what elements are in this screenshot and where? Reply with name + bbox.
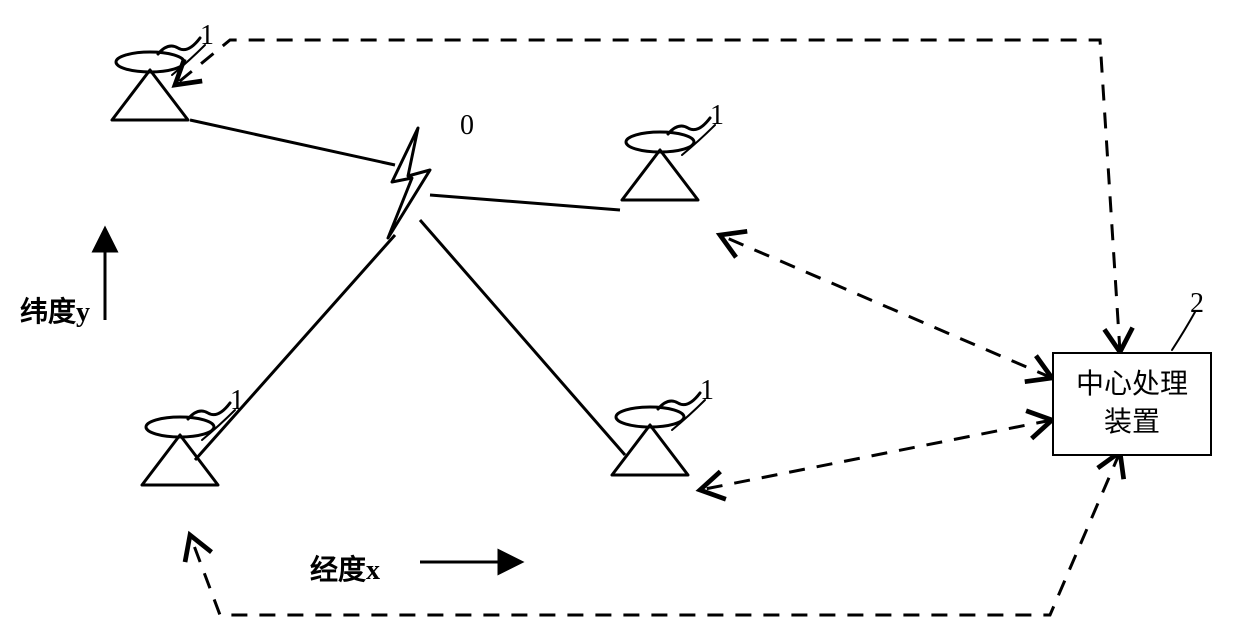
station-icon [142, 403, 230, 485]
lightning-group [388, 128, 430, 238]
station-3-label: 1 [230, 385, 244, 417]
lightning-icon [388, 128, 430, 238]
solid-edge [420, 220, 625, 455]
solid-edge [195, 235, 395, 460]
lightning-label: 0 [460, 110, 474, 142]
station-icon [622, 118, 710, 200]
station-4-label: 1 [700, 375, 714, 407]
station-icon [612, 393, 700, 475]
dashed-edges-group [175, 40, 1120, 615]
solid-edge [190, 120, 395, 165]
center-box-leader-label: 2 [1190, 288, 1204, 320]
station-1-label: 1 [200, 20, 214, 52]
dashed-edge [700, 420, 1052, 490]
solid-edges-group [190, 120, 625, 460]
axes-group [105, 230, 520, 562]
center-box-line2: 装置 [1076, 404, 1188, 442]
dashed-edge [720, 235, 1052, 378]
solid-edge [430, 195, 620, 210]
station-2-label: 1 [710, 100, 724, 132]
leaders-group [172, 45, 1195, 440]
station-icon [112, 38, 200, 120]
dashed-edge [175, 40, 1120, 352]
diagram-svg [0, 0, 1240, 641]
center-box-line1: 中心处理 [1076, 366, 1188, 404]
x-axis-label: 经度x [310, 548, 380, 588]
center-processing-box: 中心处理 装置 [1052, 352, 1212, 456]
stations-group [112, 38, 710, 485]
y-axis-label: 纬度y [20, 290, 90, 330]
